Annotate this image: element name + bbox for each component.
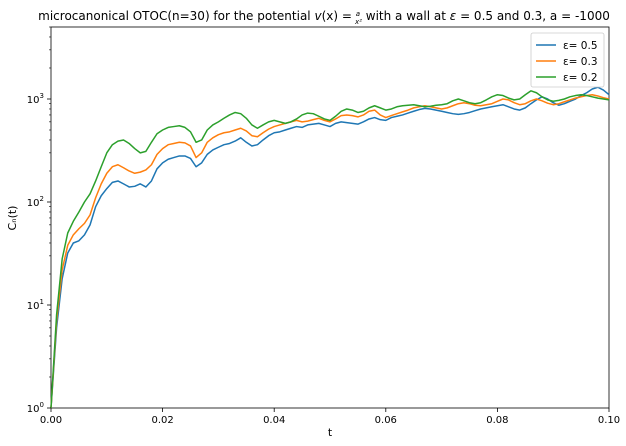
title-x: (x) = bbox=[322, 9, 356, 23]
x-tick-label: 0.06 bbox=[375, 415, 397, 426]
y-tick-label: 101 bbox=[27, 298, 44, 312]
x-tick-label: 0.00 bbox=[40, 415, 62, 426]
series-group bbox=[50, 86, 610, 409]
chart-title: microcanonical OTOC(n=30) for the potent… bbox=[38, 9, 610, 26]
legend-label-3: ε= 0.2 bbox=[563, 72, 598, 84]
title-post2: = 0.5 and 0.3, a = -1000 bbox=[456, 9, 610, 23]
title-frac-den: x² bbox=[354, 18, 362, 26]
title-post: with a wall at bbox=[362, 9, 450, 23]
y-ticks-group: 100 101 102 103 bbox=[27, 26, 51, 415]
x-axis-label: t bbox=[328, 426, 333, 439]
series-line-2 bbox=[50, 93, 610, 409]
y-tick-label: 103 bbox=[27, 92, 44, 106]
plot-frame bbox=[50, 26, 610, 409]
y-tick-label: 100 bbox=[27, 401, 44, 415]
series-line-3 bbox=[50, 90, 610, 409]
legend-box bbox=[530, 32, 605, 88]
legend-label-1: ε= 0.5 bbox=[563, 40, 598, 52]
title-v: v bbox=[314, 9, 322, 23]
legend-label-2: ε= 0.3 bbox=[563, 56, 598, 68]
title-eps: ε bbox=[450, 9, 457, 23]
title-pre: microcanonical OTOC(n=30) for the potent… bbox=[38, 9, 314, 23]
x-tick-label: 0.10 bbox=[598, 415, 620, 426]
x-tick-label: 0.04 bbox=[263, 415, 285, 426]
y-axis-label: Cₙ(t) bbox=[6, 206, 19, 231]
legend: ε= 0.5 ε= 0.3 ε= 0.2 bbox=[530, 32, 605, 88]
plot-area: 0.00 0.02 0.04 0.06 0.08 0.10 100 101 102 103 bbox=[27, 26, 620, 426]
x-tick-label: 0.08 bbox=[486, 415, 508, 426]
x-ticks-group: 0.00 0.02 0.04 0.06 0.08 0.10 bbox=[40, 408, 620, 426]
y-tick-label: 102 bbox=[27, 195, 44, 209]
x-tick-label: 0.02 bbox=[151, 415, 173, 426]
title-frac-num: a bbox=[356, 10, 360, 18]
series-line-1 bbox=[50, 86, 610, 409]
